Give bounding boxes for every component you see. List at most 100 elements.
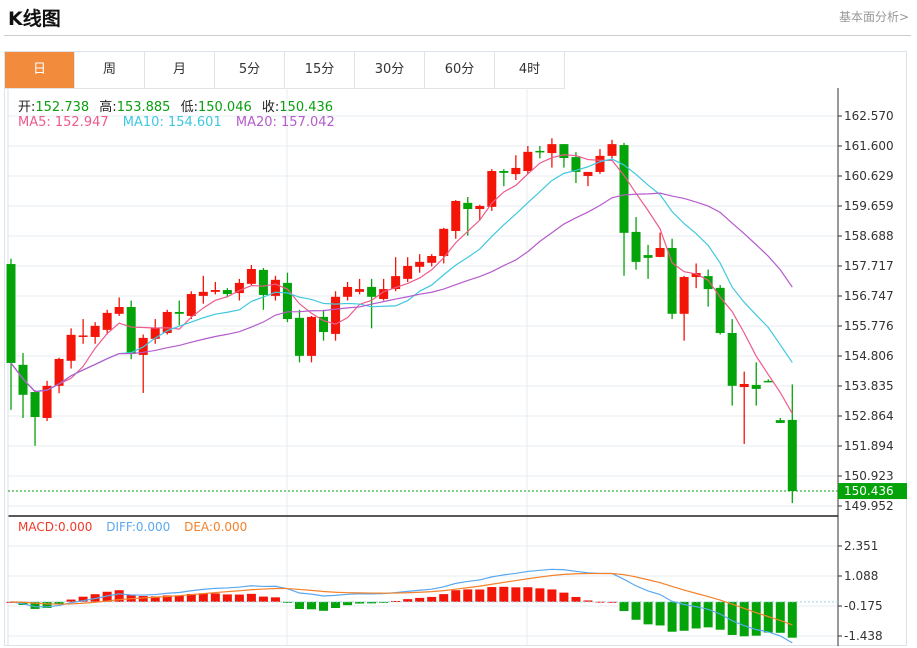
tab-7[interactable]: 4时	[495, 52, 565, 88]
price-tick-label: 162.570	[844, 109, 894, 123]
low-label: 低:	[180, 100, 198, 115]
candle	[463, 196, 473, 236]
candle	[222, 288, 232, 298]
tab-5[interactable]: 30分	[355, 52, 425, 88]
macd-bar	[667, 601, 677, 632]
candle-body	[66, 334, 76, 361]
macd-bar	[186, 593, 196, 602]
macd-bar	[715, 601, 725, 630]
candle-body	[282, 282, 292, 320]
macd-bar	[210, 593, 220, 602]
candle	[234, 278, 244, 301]
candle	[475, 204, 485, 221]
macd-bar	[234, 594, 244, 602]
tab-0[interactable]: 日	[5, 52, 75, 88]
candle-body	[571, 157, 581, 172]
candle-body	[763, 380, 773, 383]
macd-bar	[775, 601, 785, 633]
candle-body	[18, 364, 28, 395]
tab-4[interactable]: 15分	[285, 52, 355, 88]
candle-body	[775, 420, 785, 423]
macd-bar	[511, 587, 521, 602]
candle-body	[607, 144, 617, 156]
candle-body	[246, 268, 256, 284]
candle	[186, 291, 196, 320]
macd-bar	[331, 601, 341, 609]
tab-3[interactable]: 5分	[215, 52, 285, 88]
fundamental-analysis-link[interactable]: 基本面分析>	[838, 10, 909, 24]
candle-body	[583, 171, 593, 176]
candle	[775, 417, 785, 423]
candle-body	[391, 276, 401, 290]
macd-tick-label: 2.351	[844, 539, 878, 553]
price-tick-label: 160.629	[844, 169, 894, 183]
macd-bar	[138, 596, 148, 602]
candle-body	[126, 307, 136, 354]
candle	[703, 269, 713, 307]
macd-bar	[619, 601, 629, 612]
price-tick-label: 161.600	[844, 139, 894, 153]
tab-6[interactable]: 60分	[425, 52, 495, 88]
candle-body	[523, 151, 533, 172]
candle	[415, 254, 425, 273]
macd-bar	[319, 601, 329, 611]
candle-body	[54, 358, 64, 386]
candle-body	[427, 256, 437, 263]
candle	[667, 238, 677, 320]
candle	[451, 200, 461, 239]
candle	[198, 275, 208, 304]
divider	[4, 35, 911, 36]
diff-value: DIFF:0.000	[106, 520, 171, 534]
candle-body	[270, 279, 280, 296]
candle	[343, 281, 353, 301]
candle-body	[787, 419, 797, 492]
candle	[391, 257, 401, 292]
candle	[727, 319, 737, 406]
candle-body	[186, 294, 196, 316]
candle	[210, 281, 220, 295]
macd-bar	[162, 595, 172, 602]
candle	[379, 278, 389, 301]
candle-body	[355, 289, 365, 292]
macd-bar	[451, 590, 461, 602]
price-tick-label: 152.864	[844, 409, 894, 423]
open-label: 开:	[18, 100, 36, 115]
candle-body	[463, 202, 473, 210]
candle-body	[403, 265, 413, 279]
macd-bar	[655, 601, 665, 626]
candle	[787, 384, 797, 504]
macd-bar	[198, 593, 208, 602]
macd-bar	[751, 601, 761, 636]
candle-body	[307, 316, 316, 356]
ma5-value: MA5: 152.947	[18, 115, 109, 130]
tab-1[interactable]: 周	[75, 52, 145, 88]
candle-body	[715, 287, 725, 333]
macd-bar	[547, 589, 557, 602]
candle-body	[258, 269, 268, 295]
high-label: 高:	[99, 100, 117, 115]
candle-body	[667, 247, 677, 314]
candle-body	[343, 286, 353, 297]
dea-line	[10, 572, 793, 626]
candle-body	[547, 144, 557, 154]
macd-bar	[523, 587, 533, 602]
candle	[270, 275, 280, 301]
candle	[319, 309, 329, 341]
macd-bar	[222, 594, 232, 602]
candle	[499, 169, 509, 187]
macd-bar	[78, 596, 88, 602]
candle-body	[595, 155, 605, 172]
diff-line	[10, 568, 793, 644]
candle-body	[619, 145, 629, 233]
macd-bar	[739, 601, 749, 637]
macd-bar	[150, 596, 160, 602]
candle-body	[727, 332, 737, 386]
candle	[427, 254, 437, 267]
macd-bar	[475, 589, 485, 602]
period-tabs: 日周月 5分 15分 30分 60分 4时	[5, 52, 565, 89]
candle	[403, 257, 413, 282]
tab-2[interactable]: 月	[145, 52, 215, 88]
macd-bar	[391, 600, 401, 602]
ma10-line	[10, 158, 793, 393]
